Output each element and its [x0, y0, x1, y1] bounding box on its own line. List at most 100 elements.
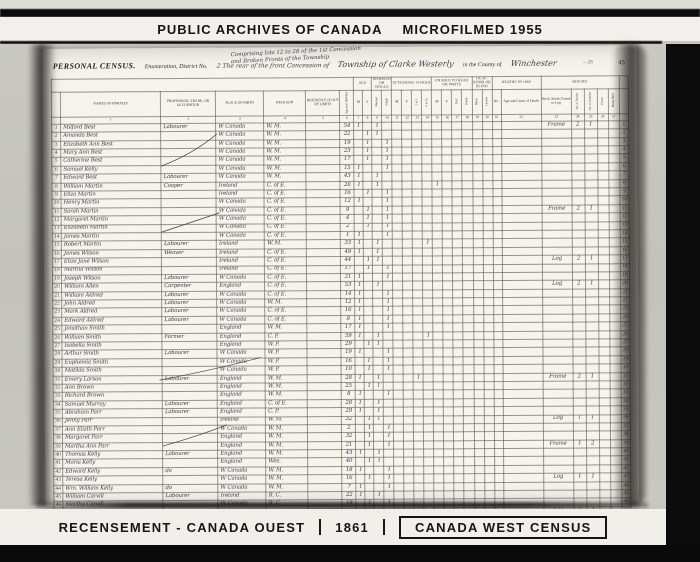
cell-house — [541, 263, 573, 273]
cell-t4 — [413, 348, 424, 357]
cell-sex_m: 1 — [356, 483, 366, 492]
cell-t4 — [413, 356, 424, 366]
cell-families — [584, 229, 598, 239]
cell-sex_m — [356, 457, 366, 467]
cell-t2 — [392, 231, 403, 240]
cell-religion: W. M. — [265, 424, 308, 434]
cell-t7 — [442, 130, 453, 139]
cell-t10 — [473, 423, 484, 433]
cell-families — [585, 305, 599, 314]
cell-families — [585, 271, 599, 281]
cell-t2 — [393, 373, 404, 383]
cell-house — [542, 406, 573, 415]
cell-house — [542, 389, 573, 399]
cell-t7 — [442, 205, 453, 215]
cell-d_cause — [502, 322, 543, 332]
cell-t9 — [462, 138, 473, 147]
cell-t11 — [483, 297, 494, 307]
header-t6: M — [431, 89, 443, 115]
cell-d_no — [492, 188, 502, 197]
cell-t5 — [422, 214, 433, 223]
cell-t6 — [433, 407, 444, 416]
cell-sex_f — [364, 348, 374, 358]
cell-t0: 1 — [372, 239, 383, 249]
cell-t1: 1 — [382, 222, 393, 232]
cell-t7 — [443, 281, 454, 290]
cell-t6 — [433, 348, 444, 357]
cell-vacant — [599, 422, 611, 432]
cell-sex_m: 1 — [354, 231, 364, 240]
header-d_no: No. — [491, 89, 502, 115]
cell-house: Log — [542, 280, 573, 289]
cell-house — [542, 423, 574, 432]
cell-house: Frame — [541, 120, 572, 130]
column-number: 25 — [584, 113, 598, 121]
cell-t9 — [463, 423, 474, 433]
cell-t10 — [472, 264, 483, 273]
cell-stories — [573, 490, 587, 499]
cell-t3 — [402, 121, 413, 131]
cell-d_no — [492, 180, 502, 189]
cell-sex_m: 1 — [356, 466, 366, 475]
film-edge-top — [0, 0, 700, 9]
header-occupation: PROFESSION, TRADE, OR OCCUPATION — [160, 91, 216, 117]
cell-birthplace: Ireland — [218, 492, 267, 501]
cell-t9 — [462, 230, 473, 240]
cell-t2 — [393, 306, 404, 316]
cell-t9 — [462, 247, 473, 256]
census-year: 1861 — [335, 519, 369, 535]
cell-residence — [306, 139, 341, 148]
cell-t1: 1 — [384, 466, 395, 475]
cell-stories — [572, 422, 587, 432]
cell-t8 — [452, 188, 463, 198]
cell-house — [542, 305, 573, 315]
cell-t2 — [393, 432, 404, 441]
cell-t7 — [444, 474, 455, 483]
cell-sex_m: 1 — [354, 248, 364, 257]
cell-t7 — [443, 314, 454, 324]
cell-t9 — [463, 364, 474, 374]
cell-residence — [307, 424, 342, 434]
cell-d_cause — [502, 288, 543, 298]
cell-stories — [573, 448, 587, 457]
cell-d_cause — [503, 490, 544, 499]
cell-age: 8 — [341, 390, 356, 400]
census-banner-bottom: RECENSEMENT - CANADA OUEST 1861 CANADA W… — [0, 509, 666, 545]
cell-t2 — [393, 356, 404, 366]
cell-sex_m — [354, 139, 364, 148]
cell-t9 — [463, 331, 474, 340]
cell-t10 — [473, 364, 484, 374]
cell-age: 1 — [340, 231, 355, 240]
cell-t8 — [454, 457, 465, 466]
cell-sex_f — [364, 390, 374, 400]
cell-t2 — [393, 398, 404, 408]
cell-t10 — [473, 373, 484, 382]
cell-t0: 1 — [373, 407, 384, 416]
cell-t6 — [433, 281, 444, 290]
cell-stories — [572, 364, 586, 373]
cell-t3 — [402, 247, 413, 257]
cell-stories — [572, 288, 586, 298]
cell-vacant — [597, 129, 609, 138]
cell-d_no — [493, 289, 503, 298]
cell-house — [543, 481, 574, 491]
cell-t8 — [452, 230, 463, 240]
cell-sex_m: 1 — [354, 281, 365, 291]
cell-stories — [572, 271, 586, 281]
cell-sex_f: 1 — [363, 147, 373, 156]
cell-d_no — [492, 163, 502, 172]
cell-t6 — [433, 373, 444, 382]
cell-t6 — [432, 121, 443, 131]
cell-t1: 1 — [382, 189, 393, 198]
cell-d_cause — [501, 272, 543, 281]
cell-t11 — [482, 230, 493, 239]
cell-vacant — [598, 338, 610, 348]
cell-t7 — [443, 432, 454, 441]
cell-age: 14 — [340, 290, 356, 299]
enumeration-label: Enumeration, District No. — [144, 63, 208, 71]
cell-sex_f: 1 — [364, 340, 374, 349]
cell-t10 — [474, 448, 485, 458]
cell-families — [585, 322, 599, 331]
cell-t1: 1 — [383, 390, 394, 399]
